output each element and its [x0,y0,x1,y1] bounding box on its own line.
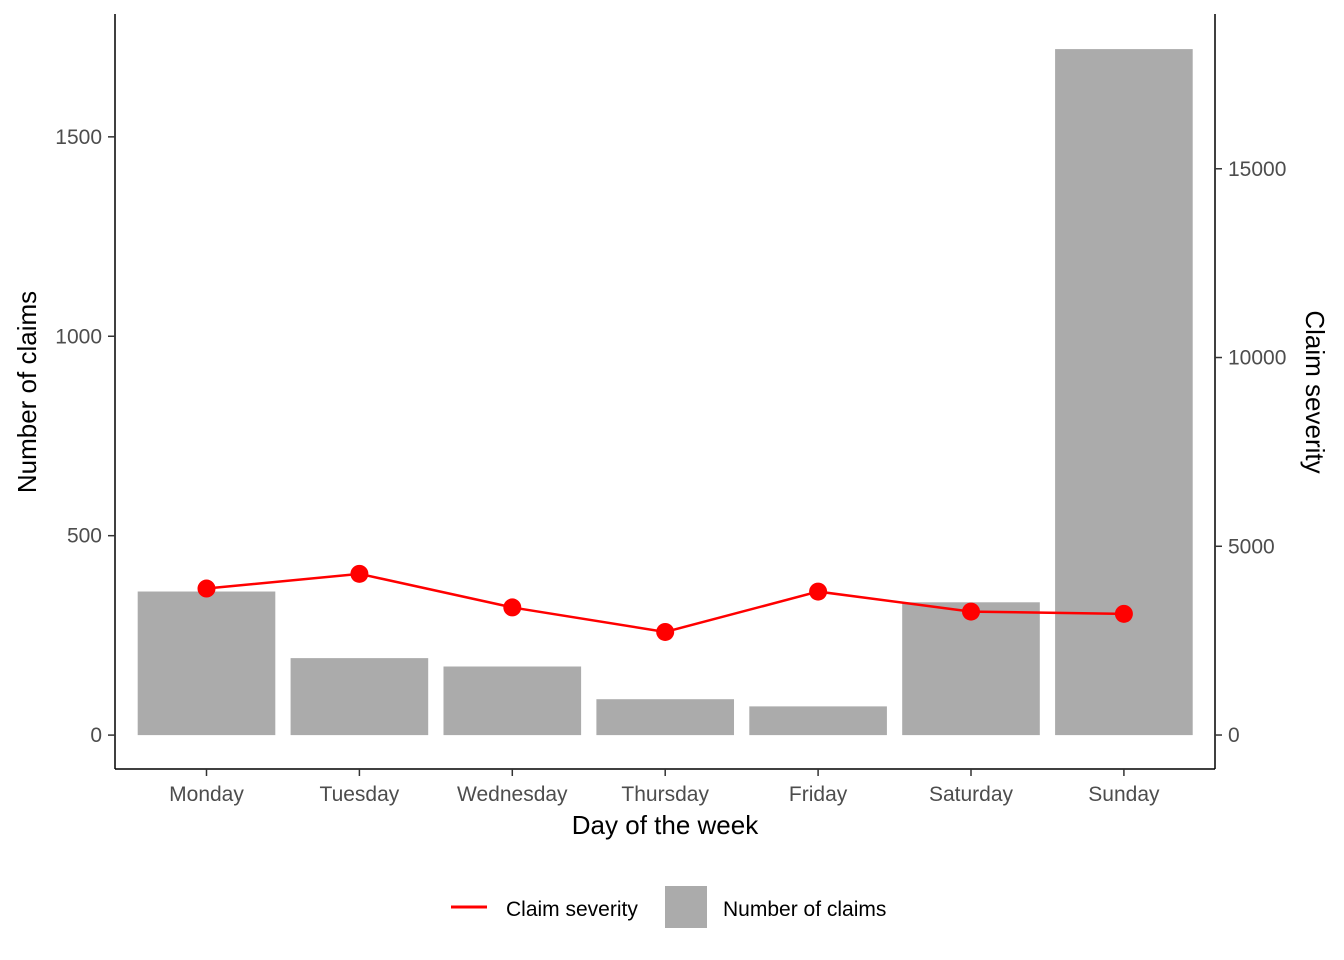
bar-thursday [596,699,735,736]
x-tick-label-tuesday: Tuesday [320,783,400,806]
y2-tick-label: 15000 [1228,158,1286,181]
y-tick-label: 1500 [55,126,102,149]
x-axis-title: Day of the week [572,810,759,840]
severity-point-monday [197,579,216,598]
y-tick-label: 500 [67,525,102,548]
severity-point-wednesday [503,598,522,617]
bar-monday [137,591,276,736]
legend-label-bar: Number of claims [723,898,886,921]
y-axis-title: Number of claims [12,291,42,493]
legend-label-line: Claim severity [506,898,638,921]
x-tick-label-thursday: Thursday [621,783,709,806]
bar-sunday [1055,49,1193,736]
bar-friday [749,706,887,736]
x-tick-label-wednesday: Wednesday [457,783,568,806]
line-layer [197,564,1133,641]
severity-point-tuesday [350,564,369,583]
x-tick-label-sunday: Sunday [1088,783,1160,806]
y2-tick-label: 5000 [1228,535,1275,558]
bars-layer [137,49,1193,736]
y-tick-label: 1000 [55,325,102,348]
y2-axis-title: Claim severity [1300,310,1330,473]
y2-tick-label: 10000 [1228,347,1286,370]
bar-wednesday [443,666,582,736]
legend-key-bar [665,886,707,928]
y-tick-label: 0 [90,724,102,747]
x-tick-label-saturday: Saturday [929,783,1014,806]
y2-tick-label: 0 [1228,724,1240,747]
severity-point-thursday [656,622,675,641]
x-tick-label-friday: Friday [789,783,848,806]
bar-saturday [902,602,1040,736]
severity-point-sunday [1114,604,1133,623]
bar-tuesday [290,658,429,736]
legend: Claim severity Number of claims [451,886,886,928]
x-tick-label-monday: Monday [169,783,244,806]
severity-point-saturday [962,602,980,621]
severity-point-friday [809,582,828,601]
